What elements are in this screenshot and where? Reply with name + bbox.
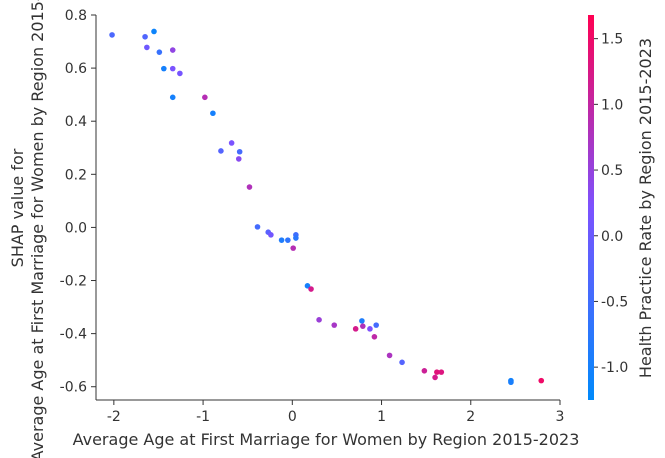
data-point: [360, 323, 366, 329]
data-point: [352, 326, 359, 332]
data-point: [169, 47, 176, 53]
data-point: [359, 318, 365, 324]
data-point: [432, 374, 438, 381]
y-tick-label: -0.2: [60, 274, 87, 290]
data-point: [421, 367, 428, 374]
y-tick-label: -0.6: [60, 380, 87, 396]
x-axis: -2 -1 0 1 2 3: [96, 399, 565, 425]
y-tick-label: 0.4: [65, 114, 87, 130]
data-point: [202, 94, 208, 101]
data-point: [235, 156, 242, 162]
scatter-points: [109, 28, 545, 386]
data-point: [438, 369, 445, 375]
data-point: [308, 286, 314, 292]
data-point: [331, 322, 338, 328]
data-point: [177, 70, 183, 77]
data-point: [156, 49, 163, 55]
y-axis: -0.6 -0.4 -0.2 0.0 0.2 0.4 0.6 0.8: [60, 8, 97, 400]
data-point: [293, 235, 299, 241]
y-axis-label-line-1: SHAP value for: [8, 148, 27, 267]
data-point: [538, 377, 545, 384]
data-point: [228, 140, 235, 146]
data-point: [399, 359, 405, 366]
data-point: [268, 232, 274, 238]
x-tick-label: 1: [377, 409, 386, 425]
data-point: [290, 245, 297, 251]
x-tick-label: 3: [556, 409, 565, 425]
data-point: [278, 237, 285, 243]
data-point: [109, 32, 115, 38]
data-point: [304, 283, 311, 289]
data-point: [161, 65, 167, 72]
colorbar-tick-label: -0.5: [601, 294, 628, 310]
x-tick-label: 0: [288, 409, 297, 425]
y-axis-label-line-2: Average Age at First Marriage for Women …: [28, 0, 47, 458]
data-point: [246, 184, 253, 190]
y-tick-label: 0.2: [65, 167, 87, 183]
data-point: [151, 28, 157, 35]
colorbar-tick-label: 0.5: [601, 163, 623, 179]
x-tick-label: -1: [196, 409, 210, 425]
colorbar-tick-label: -1.0: [601, 360, 628, 376]
data-point: [144, 44, 150, 51]
x-tick-label: -2: [107, 409, 121, 425]
data-point: [236, 148, 243, 155]
y-tick-label: 0.8: [65, 8, 87, 24]
data-point: [254, 224, 261, 230]
data-point: [434, 369, 440, 375]
colorbar: -1.0 -0.5 0.0 0.5 1.0 1.5: [588, 15, 628, 400]
data-point: [371, 334, 378, 340]
data-point: [218, 148, 224, 154]
data-point: [169, 94, 176, 101]
colorbar-tick-label: 1.0: [601, 97, 623, 113]
data-point: [373, 322, 379, 328]
x-axis-label: Average Age at First Marriage for Women …: [73, 430, 580, 449]
y-axis-label: SHAP value for Average Age at First Marr…: [8, 0, 47, 458]
data-point: [285, 237, 291, 243]
data-point: [367, 326, 373, 332]
data-point: [316, 317, 322, 323]
colorbar-tick-label: 0.0: [601, 229, 623, 245]
data-point: [210, 110, 216, 117]
y-tick-label: -0.4: [60, 327, 87, 343]
data-point: [386, 352, 393, 359]
colorbar-gradient: [588, 15, 594, 400]
x-tick-label: 2: [466, 409, 475, 425]
colorbar-label: Health Practice Rate by Region 2015-2023: [636, 38, 655, 378]
y-tick-label: 0.0: [65, 220, 87, 236]
data-point: [169, 65, 176, 72]
colorbar-tick-label: 1.5: [601, 32, 623, 48]
y-tick-label: 0.6: [65, 61, 87, 77]
data-point: [142, 33, 148, 40]
data-point: [508, 379, 514, 386]
